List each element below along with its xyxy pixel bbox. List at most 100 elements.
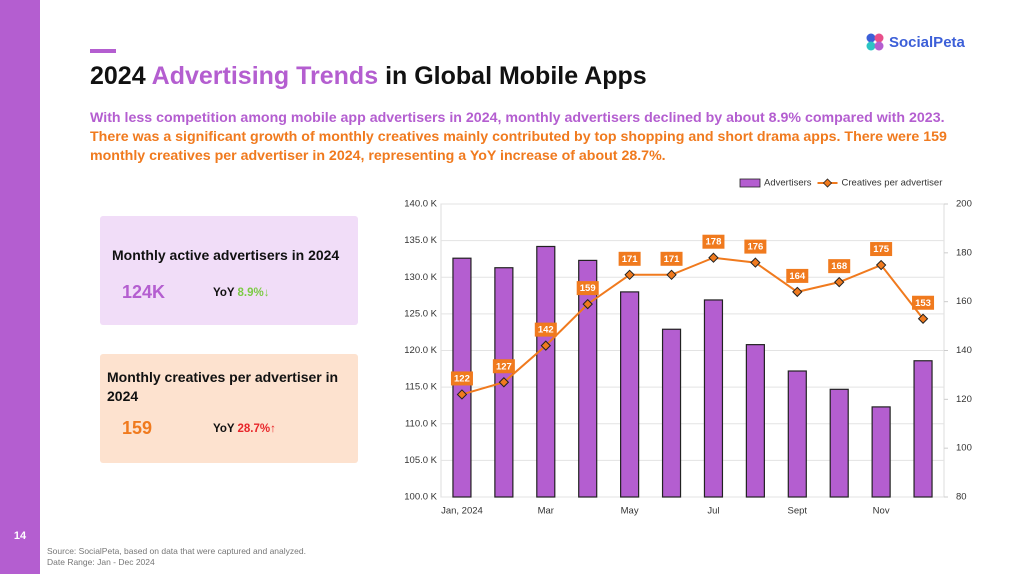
data-label: 153 <box>915 298 931 309</box>
stat-card: Monthly creatives per advertiser in 2024… <box>100 354 358 463</box>
y-tick-label: 125.0 K <box>404 308 437 319</box>
page-number: 14 <box>13 530 27 542</box>
y-tick-label: 140.0 K <box>404 199 437 210</box>
data-label-bg <box>660 251 683 266</box>
data-label: 171 <box>664 254 681 265</box>
y-tick-label: 110.0 K <box>405 418 438 429</box>
title-highlight: Advertising Trends <box>151 62 379 90</box>
brand-logo <box>866 33 884 51</box>
brand: SocialPeta <box>866 33 965 51</box>
y-tick-label: 120.0 K <box>404 345 437 356</box>
card-yoy: YoY 28.7%↑ <box>213 423 276 435</box>
data-label: 168 <box>831 261 847 272</box>
point <box>498 377 510 388</box>
summary-text: With less competition among mobile app a… <box>90 110 945 126</box>
data-label: 127 <box>496 361 512 372</box>
summary: With less competition among mobile app a… <box>90 109 960 166</box>
yoy-label: YoY <box>213 287 235 299</box>
x-tick-label: Nov <box>873 506 890 517</box>
data-label-bg <box>828 259 851 274</box>
yoy-value: 8.9%↓ <box>237 287 270 299</box>
point <box>917 313 929 324</box>
bar <box>578 259 598 498</box>
data-label-bg <box>492 359 515 374</box>
y-tick-label: 130.0 K <box>404 272 437 283</box>
card-value: 159 <box>122 418 153 438</box>
point <box>582 298 593 310</box>
point <box>624 269 635 281</box>
y-tick-label: 100.0 K <box>404 492 437 503</box>
title-accent <box>90 49 116 53</box>
card-label: Monthly active advertisers in 2024 <box>112 247 340 263</box>
bar <box>661 328 682 498</box>
data-label-bg <box>534 322 557 337</box>
y2-tick-label: 160 <box>956 296 972 307</box>
stat-card: Monthly active advertisers in 2024 124K … <box>100 216 358 325</box>
point <box>540 340 551 351</box>
y2-tick-label: 100 <box>956 443 972 454</box>
date-range: Date Range: Jan - Dec 2024 <box>47 557 155 567</box>
yoy-label: YoY <box>213 423 235 435</box>
point <box>666 269 677 281</box>
bar <box>913 360 933 498</box>
bar <box>871 406 891 498</box>
y2-tick-label: 80 <box>956 492 967 503</box>
bar <box>745 344 765 498</box>
yoy-value: 28.7%↑ <box>237 423 276 435</box>
y2-tick-label: 200 <box>956 199 972 210</box>
card-yoy: YoY 8.9%↓ <box>213 287 269 299</box>
x-tick-label: Jul <box>707 506 719 517</box>
data-label-bg <box>702 234 725 249</box>
x-tick-label: Mar <box>538 506 554 517</box>
legend-label: Creatives per advertiser <box>842 178 943 189</box>
data-label: 142 <box>538 325 554 336</box>
title: 2024 Advertising Trends in Global Mobile… <box>90 62 647 91</box>
y-tick-label: 135.0 K <box>404 235 437 246</box>
source: Source: SocialPeta, based on data that w… <box>47 546 306 556</box>
data-label-bg <box>912 295 935 310</box>
brand-name: SocialPeta <box>889 33 965 51</box>
data-label: 122 <box>454 373 470 384</box>
data-label: 171 <box>622 254 639 265</box>
data-label-bg <box>450 371 473 386</box>
footer: Source: SocialPeta, based on data that w… <box>47 546 306 568</box>
data-label-bg <box>618 251 641 266</box>
legend-swatch <box>822 178 833 188</box>
y2-tick-label: 180 <box>956 247 972 258</box>
data-label: 176 <box>747 242 763 253</box>
x-tick-label: May <box>621 506 639 517</box>
point <box>875 259 887 271</box>
point <box>456 389 468 400</box>
legend-swatch <box>739 178 761 188</box>
y2-tick-label: 120 <box>956 394 972 405</box>
y-tick-label: 105.0 K <box>404 455 437 466</box>
bar <box>787 370 807 498</box>
y2-tick-label: 140 <box>956 345 972 356</box>
data-label: 159 <box>580 283 596 294</box>
summary-text: There was a significant growth of monthl… <box>90 129 947 164</box>
point <box>834 276 845 288</box>
card-value: 124K <box>122 282 166 302</box>
data-label-bg <box>870 242 893 257</box>
data-label: 175 <box>873 244 890 255</box>
bar <box>829 388 849 498</box>
data-label: 178 <box>706 237 722 248</box>
title-text: 2024 <box>90 62 146 90</box>
card-label: Monthly creatives per advertiser in 2024 <box>107 369 339 404</box>
x-tick-label: Sept <box>788 506 808 517</box>
data-label-bg <box>576 281 599 296</box>
line <box>461 256 924 396</box>
x-tick-label: Jan, 2024 <box>441 506 483 517</box>
data-label-bg <box>744 239 767 254</box>
point <box>708 252 719 263</box>
data-label-bg <box>786 268 809 283</box>
legend-label: Advertisers <box>764 178 812 189</box>
data-label: 164 <box>789 271 806 282</box>
bar <box>703 299 724 498</box>
point <box>750 257 761 268</box>
y-tick-label: 115.0 K <box>405 382 438 393</box>
bar <box>536 245 556 498</box>
side-strip <box>0 0 40 574</box>
